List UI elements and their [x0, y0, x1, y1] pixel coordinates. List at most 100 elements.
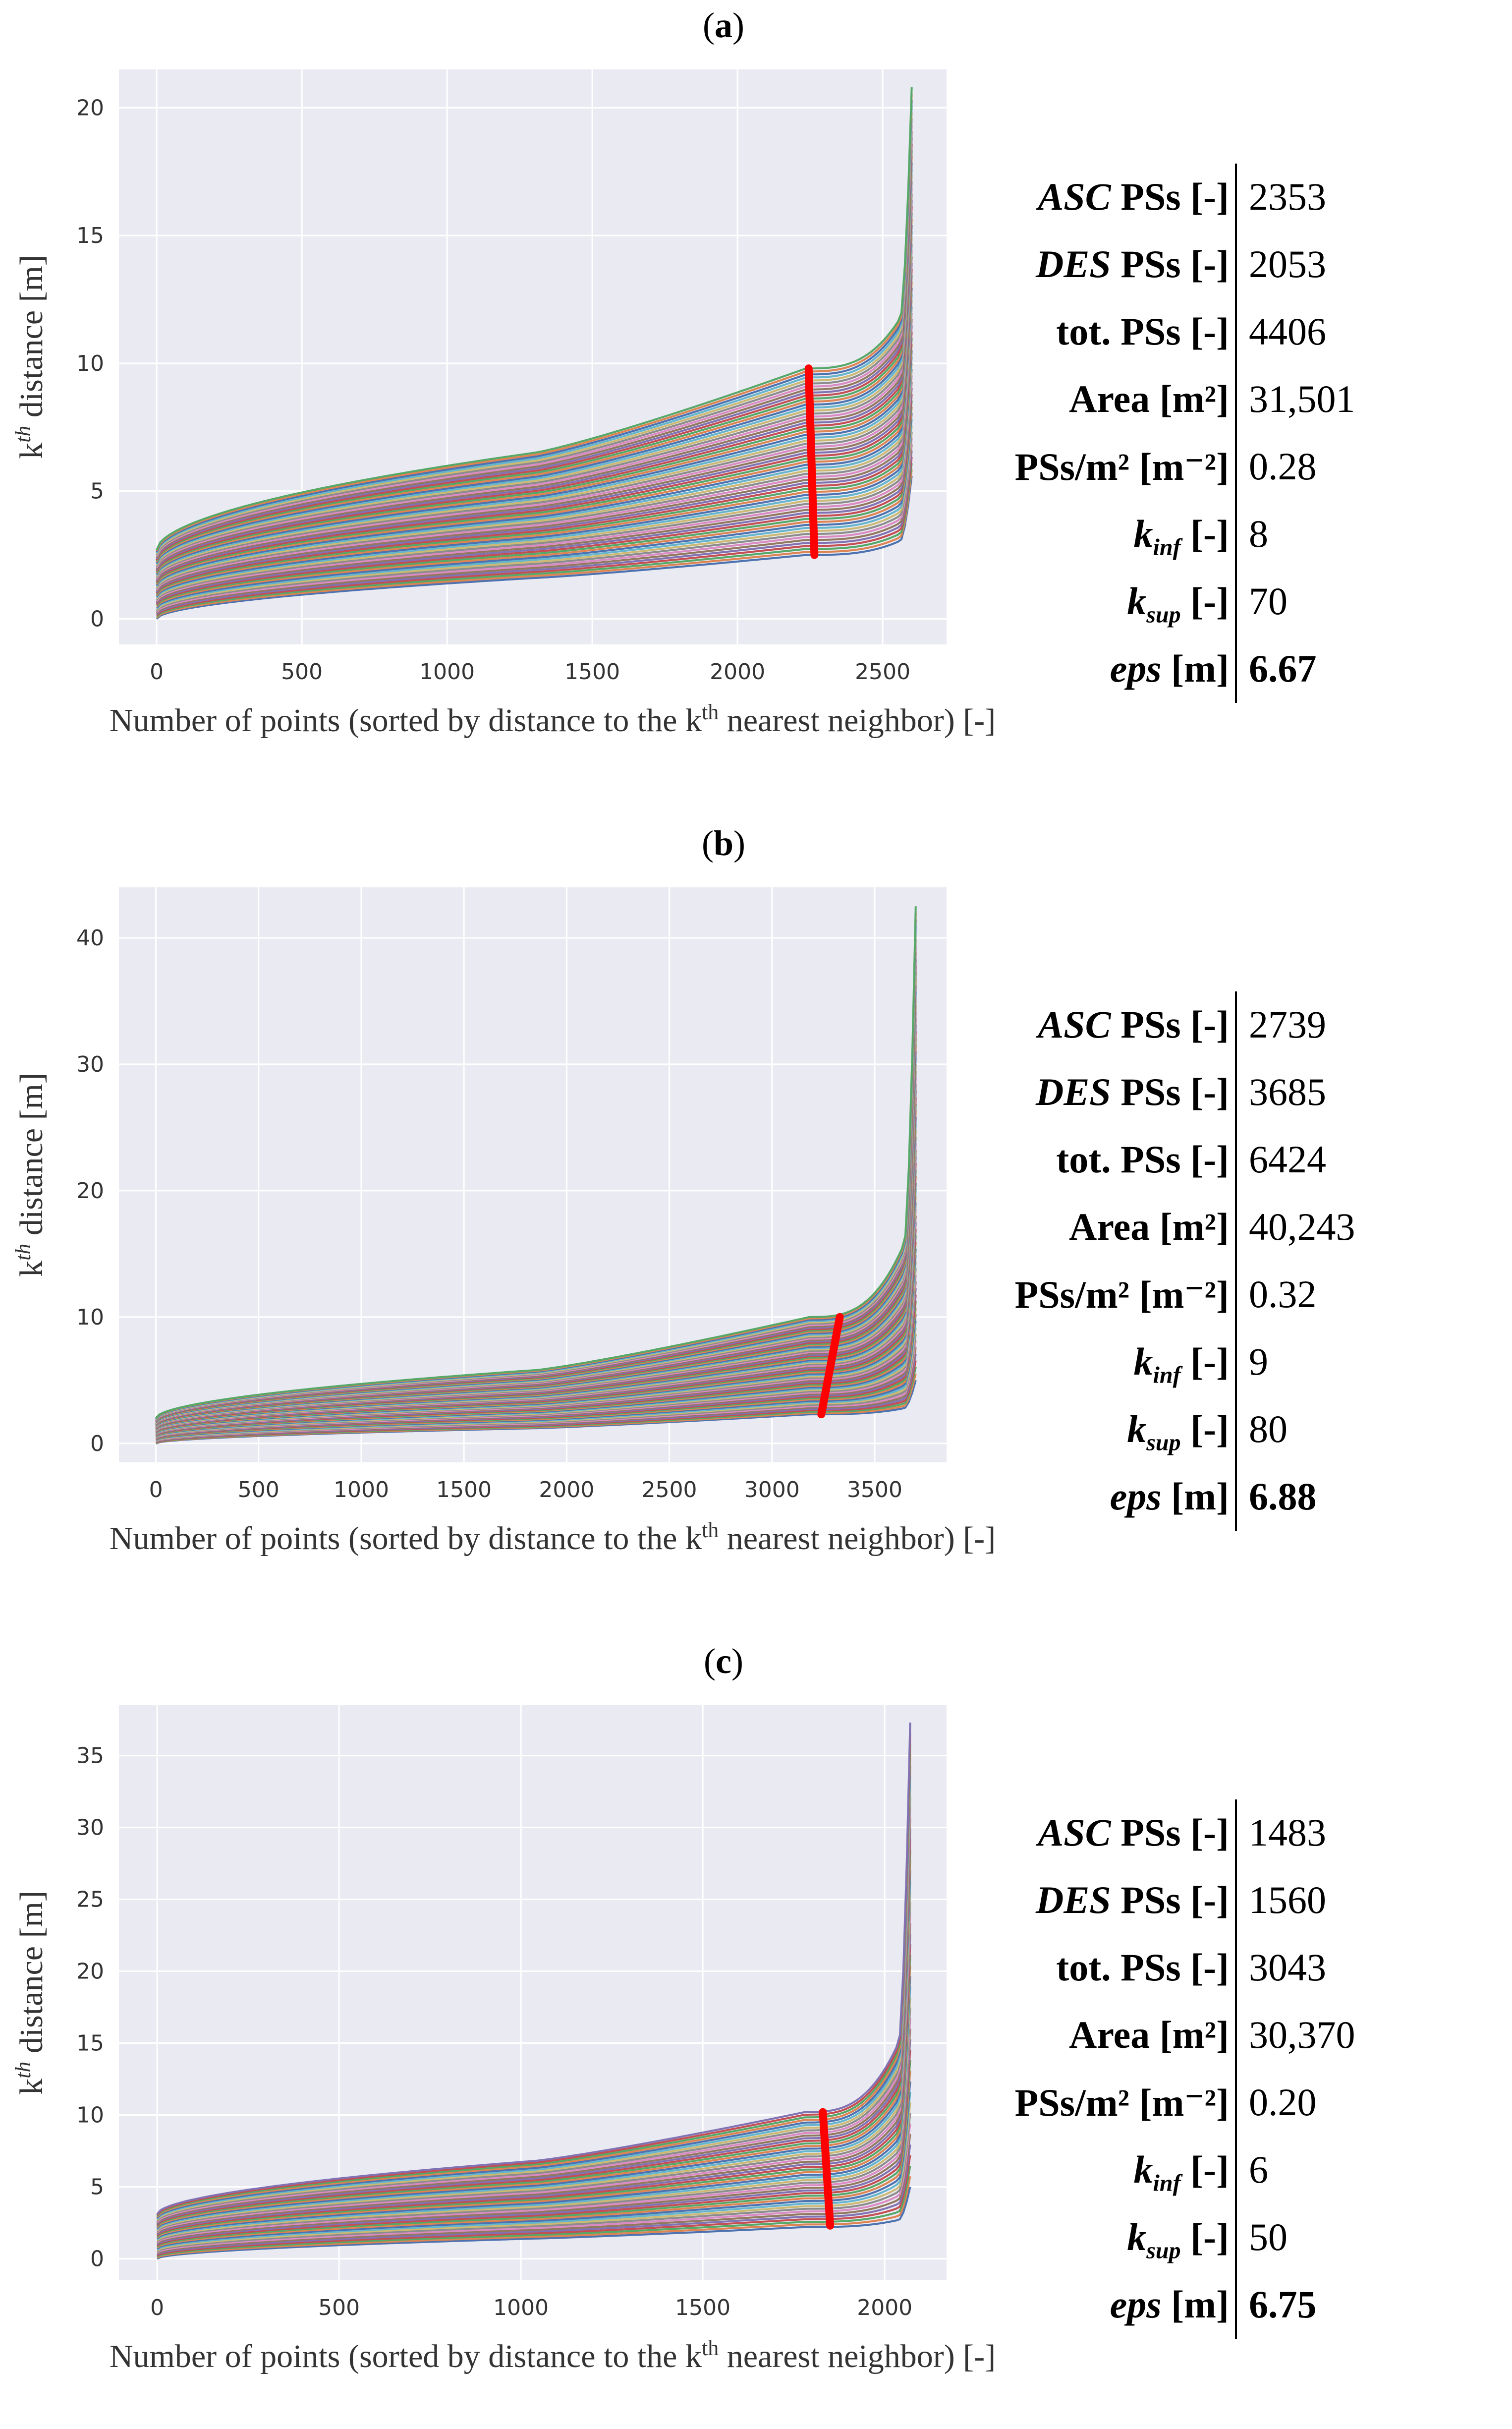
kdistance-curve [156, 244, 913, 578]
kdistance-curve [157, 2049, 911, 2247]
y-tick-label: 10 [76, 1305, 104, 1330]
kdistance-curve [156, 1965, 911, 2239]
kdistance-curve [156, 288, 913, 586]
stats-key: tot. PSs [-] [1056, 1137, 1229, 1182]
kdistance-chart: 0 500 1000 1500 2000 2500 0 5 10 15 20 Number of po… [11, 69, 996, 739]
stats-key: DES PSs [-] [1036, 242, 1229, 287]
x-tick-label: 2000 [539, 1477, 594, 1503]
stats-row: tot. PSs [-] 4406 [1051, 298, 1507, 366]
kdistance-curve [156, 356, 913, 599]
kdistance-curve [156, 1828, 911, 2225]
kdistance-curve [156, 413, 913, 609]
stats-key: Area [m²] [1069, 2013, 1229, 2057]
stats-value: 70 [1249, 579, 1288, 623]
kdistance-curve [156, 106, 913, 554]
stats-key-sub: inf [1153, 534, 1181, 561]
x-axis-label-rest: nearest neighbor) [-] [719, 702, 996, 739]
stats-key-italic: DES [1035, 242, 1111, 286]
stats-value: 6424 [1249, 1138, 1326, 1181]
kdistance-curve [157, 2155, 911, 2257]
stats-key-text: tot. PSs [-] [1056, 1946, 1229, 1989]
kdistance-curve [156, 438, 913, 613]
stats-row: eps [m] 6.75 [1051, 2271, 1507, 2339]
stats-key-text: [m] [1161, 1475, 1229, 1518]
kdistance-curve [156, 450, 913, 615]
stats-key-text: [-] [1180, 2215, 1229, 2258]
stats-value: 0.32 [1249, 1272, 1317, 1316]
kdistance-curve [157, 2144, 911, 2256]
y-tick-label: 20 [76, 1178, 104, 1204]
stats-value: 30,370 [1249, 2013, 1355, 2056]
kdistance-curve [156, 1870, 911, 2229]
stats-key-italic: DES [1035, 1878, 1111, 1921]
kdistance-curve [156, 262, 913, 582]
stats-row: DES PSs [-] 1560 [1036, 1867, 1507, 1934]
kdistance-curve [156, 143, 913, 561]
x-axis-label: Number of points (sorted by distance to … [110, 1518, 996, 1557]
panel-letter: b [713, 823, 734, 863]
stats-row: kinf [-] 8 [1051, 501, 1507, 568]
kdistance-curve [156, 425, 913, 611]
x-tick-label: 0 [149, 1477, 163, 1503]
stats-key-text: [-] [1180, 1407, 1229, 1450]
stats-key-italic: k [1133, 1340, 1153, 1383]
stats-divider [1235, 164, 1237, 703]
y-axis-label-main: k [13, 443, 50, 459]
stats-key-italic: ASC [1038, 1811, 1111, 1854]
x-tick-label: 0 [150, 2295, 164, 2320]
stats-key: Area [m²] [1069, 1205, 1229, 1249]
kdistance-curve [156, 1786, 911, 2221]
stats-table: ASC PSs [-] 2739 DES PSs [-] 3685 tot. PSs [… [1015, 991, 1507, 1531]
stats-key-italic: k [1133, 512, 1153, 555]
kdistance-curve [156, 394, 913, 605]
kdistance-curve [156, 1764, 911, 2219]
stats-key: ksup [-] [1127, 2215, 1229, 2264]
kdistance-curve [156, 169, 913, 565]
kdistance-curve [156, 1986, 911, 2241]
stats-key: PSs/m² [m⁻²] [1015, 444, 1229, 489]
stats-key-text: PSs [-] [1111, 242, 1229, 286]
y-axis-label-sup: th [11, 426, 35, 443]
stats-key-italic: eps [1110, 2283, 1162, 2326]
kdistance-curve [156, 150, 913, 562]
y-axis-label: kth distance [m] [11, 1891, 50, 2095]
kdistance-curve [156, 206, 913, 572]
x-tick-label: 1000 [493, 2295, 549, 2320]
kdistance-curve [156, 112, 913, 555]
stats-key-italic: k [1127, 2215, 1147, 2258]
y-tick-label: 15 [76, 223, 104, 248]
y-tick-label: 40 [76, 925, 104, 951]
panel-label: (a) [703, 5, 744, 45]
x-axis-label-sup: th [702, 700, 719, 724]
kdistance-curve [157, 2165, 911, 2258]
kdistance-chart: 0 500 1000 1500 2000 2500 3000 3500 0 10 20 30 40 Num… [11, 887, 996, 1557]
y-axis-label-sup: th [11, 2062, 35, 2079]
kdistance-curve [157, 2091, 911, 2251]
stats-key-text: PSs [-] [1111, 1811, 1229, 1854]
x-tick-label: 1500 [436, 1477, 492, 1503]
panel-label: (b) [701, 823, 745, 863]
stats-row: ksup [-] 80 [1051, 1396, 1507, 1463]
stats-value: 2053 [1249, 242, 1326, 286]
kdistance-curve [156, 338, 913, 595]
stats-value: 50 [1249, 2215, 1288, 2258]
kdistance-curve [156, 250, 913, 579]
stats-value: 2353 [1249, 175, 1326, 218]
y-tick-label: 5 [90, 479, 104, 504]
stats-key-text: PSs [-] [1111, 1003, 1229, 1046]
kdistance-curve [156, 2007, 911, 2243]
kdistance-curve [156, 1796, 911, 2222]
stats-key-italic: k [1127, 1407, 1147, 1450]
y-tick-label: 20 [76, 1959, 104, 1984]
y-axis-label: kth distance [m] [11, 1073, 50, 1277]
eps-marker-line [804, 364, 819, 559]
x-axis-label-rest: nearest neighbor) [-] [719, 1520, 996, 1557]
kdistance-curve [156, 1975, 911, 2240]
stats-key-italic: ASC [1038, 175, 1111, 218]
stats-key-text: PSs/m² [m⁻²] [1014, 1273, 1229, 1316]
kdistance-curve [156, 174, 913, 566]
kdistance-curve [156, 237, 913, 578]
kdistance-curve [156, 444, 913, 614]
kdistance-curve [157, 2102, 911, 2252]
kdistance-curve [156, 1902, 911, 2232]
